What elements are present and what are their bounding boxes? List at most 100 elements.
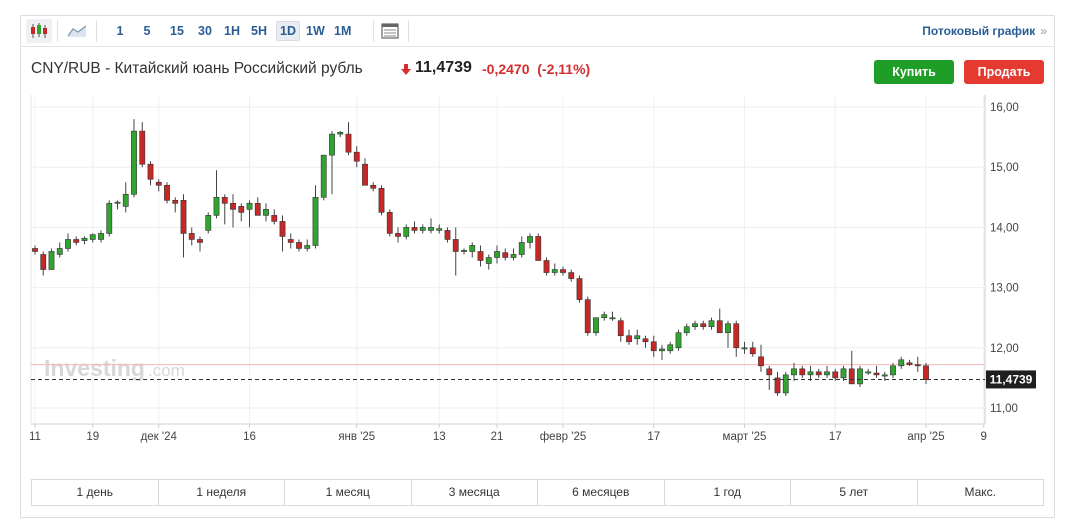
investing-watermark: Investing .com	[44, 355, 185, 381]
candle-body	[329, 133, 335, 156]
candle-body	[502, 252, 509, 258]
candle	[725, 320, 731, 348]
candle-body	[741, 347, 748, 350]
candle-body	[65, 239, 71, 249]
candle-body	[436, 228, 443, 231]
timeframe-1h[interactable]: 1H	[224, 24, 240, 38]
candle-body	[576, 278, 583, 300]
timeframe-5h[interactable]: 5H	[251, 24, 267, 38]
range-option[interactable]: 1 неделя	[159, 480, 285, 505]
x-tick-label: 17	[647, 431, 660, 443]
candle	[386, 209, 393, 237]
candle-body	[246, 203, 253, 210]
range-option[interactable]: 1 год	[665, 480, 791, 505]
x-axis: 11 19 дек '24 16 янв '25 13 21 февр '25 17 март '…	[29, 424, 987, 443]
timeframe-30[interactable]: 30	[198, 24, 212, 38]
candle-body	[593, 317, 599, 334]
toolbar-divider	[96, 20, 97, 42]
x-tick-label: 19	[86, 431, 99, 443]
candle	[65, 233, 71, 252]
range-option[interactable]: Макс.	[964, 485, 997, 499]
candle	[56, 242, 63, 258]
candle	[626, 329, 632, 345]
candle-body	[56, 248, 63, 255]
candle-body	[626, 335, 632, 343]
candle-body	[650, 341, 657, 352]
candle-body	[535, 236, 542, 261]
candle-body	[452, 239, 459, 252]
range-option[interactable]: 1 день	[32, 480, 159, 505]
candle	[98, 230, 104, 243]
candle	[139, 122, 146, 168]
candle-body	[81, 237, 88, 241]
candle	[304, 239, 311, 252]
candle-body	[378, 187, 385, 213]
candle	[774, 371, 781, 396]
range-option[interactable]: 1 месяц	[285, 480, 412, 505]
down-arrow-icon	[401, 64, 411, 75]
timeframe-1w[interactable]: 1W	[306, 24, 325, 38]
x-tick-label: февр '25	[540, 431, 587, 443]
candle-body	[147, 163, 154, 180]
candle	[667, 341, 674, 354]
candle	[197, 236, 203, 252]
y-tick-label: 12,00	[990, 343, 1019, 355]
candle-body	[832, 371, 839, 379]
sell-button[interactable]: Продать	[964, 60, 1044, 84]
candle	[287, 233, 294, 249]
candle	[378, 185, 385, 216]
timeframe-1[interactable]: 1	[116, 24, 124, 38]
buy-button[interactable]: Купить	[874, 60, 954, 84]
candle-body	[172, 200, 179, 204]
candle	[560, 266, 566, 276]
timeframe-1m[interactable]: 1M	[334, 24, 352, 38]
candle-body	[312, 197, 319, 246]
candle-body	[263, 209, 269, 216]
timeframe-15[interactable]: 15	[170, 24, 184, 38]
candle-body	[296, 242, 302, 249]
candle-body	[551, 269, 558, 273]
area-chart-icon[interactable]	[64, 19, 90, 43]
x-tick-label: 17	[829, 431, 842, 443]
candle	[510, 248, 517, 261]
candle	[848, 350, 855, 385]
candle	[791, 362, 797, 381]
candle	[362, 158, 368, 186]
calendar-grid-icon[interactable]	[377, 19, 403, 43]
timeframe-1d[interactable]: 1D	[276, 21, 300, 41]
range-option[interactable]: 5 лет	[791, 480, 918, 505]
candle-body	[271, 215, 278, 222]
y-tick-label: 15,00	[990, 162, 1019, 174]
candle	[353, 146, 360, 168]
candle-body	[98, 233, 104, 240]
candle	[89, 233, 96, 243]
candle-body	[73, 239, 80, 243]
range-option[interactable]: 6 месяцев	[538, 480, 665, 505]
timeframe-5[interactable]: 5	[143, 24, 151, 38]
candle	[254, 197, 261, 216]
candle-body	[40, 254, 47, 270]
candle-body	[774, 377, 781, 394]
candle-body	[139, 130, 146, 165]
candle	[114, 200, 121, 210]
candle-body	[510, 254, 517, 258]
candle-body	[642, 338, 649, 343]
candle	[131, 119, 137, 198]
candle	[147, 161, 154, 186]
candle-body	[494, 251, 500, 258]
streaming-chart-link[interactable]: Потоковый график »	[922, 24, 1047, 38]
candle-body	[675, 332, 682, 349]
candle	[551, 263, 558, 276]
candle-body	[254, 203, 261, 216]
candle-body	[906, 362, 913, 365]
candle-body	[164, 184, 170, 201]
candle-body	[857, 368, 863, 385]
candle	[477, 245, 484, 267]
y-tick-label: 14,00	[990, 222, 1019, 234]
candlestick-chart-icon[interactable]	[26, 19, 52, 43]
range-option[interactable]: 3 месяца	[412, 480, 538, 505]
candle-body	[609, 317, 616, 320]
candle	[642, 335, 649, 348]
candle-body	[411, 227, 418, 231]
